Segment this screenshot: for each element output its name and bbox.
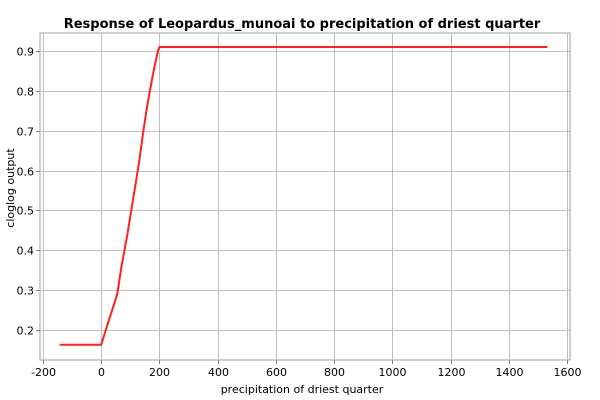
chart-title: Response of Leopardus_munoai to precipit… <box>64 17 541 32</box>
x-tick-label: 1000 <box>379 366 407 379</box>
x-tick-label: 200 <box>149 366 170 379</box>
x-tick-label: 0 <box>98 366 105 379</box>
x-tick-label: 1200 <box>438 366 466 379</box>
y-tick-label: 0.5 <box>17 205 35 218</box>
response-curve-line <box>59 46 548 346</box>
x-tick-label: 600 <box>266 366 287 379</box>
y-tick-label: 0.8 <box>17 86 35 99</box>
x-tick-label: 400 <box>208 366 229 379</box>
y-tick-label: 0.6 <box>17 166 35 179</box>
series-layer <box>59 46 548 346</box>
plot-area <box>39 32 571 361</box>
grid-lines <box>40 33 570 360</box>
y-tick-label: 0.2 <box>17 325 35 338</box>
y-tick-label: 0.9 <box>17 46 35 59</box>
x-axis-label: precipitation of driest quarter <box>221 383 384 396</box>
y-tick-label: 0.4 <box>17 245 35 258</box>
x-tick-label: 1400 <box>496 366 524 379</box>
y-tick-label: 0.3 <box>17 285 35 298</box>
axes: -200 0 200 400 600 800 1000 1200 1400 1600 0.2 0.3 0… <box>17 46 582 380</box>
y-tick-label: 0.7 <box>17 126 35 139</box>
x-tick-label: -200 <box>31 366 56 379</box>
y-axis-label: cloglog output <box>4 148 17 228</box>
x-tick-label: 1600 <box>554 366 582 379</box>
x-tick-label: 800 <box>324 366 345 379</box>
